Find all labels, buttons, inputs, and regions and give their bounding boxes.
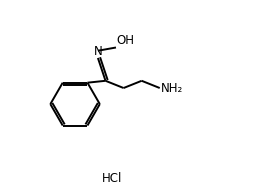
Text: N: N [93, 45, 102, 58]
Text: OH: OH [116, 34, 134, 47]
Text: NH₂: NH₂ [161, 81, 183, 95]
Text: HCl: HCl [102, 172, 122, 185]
